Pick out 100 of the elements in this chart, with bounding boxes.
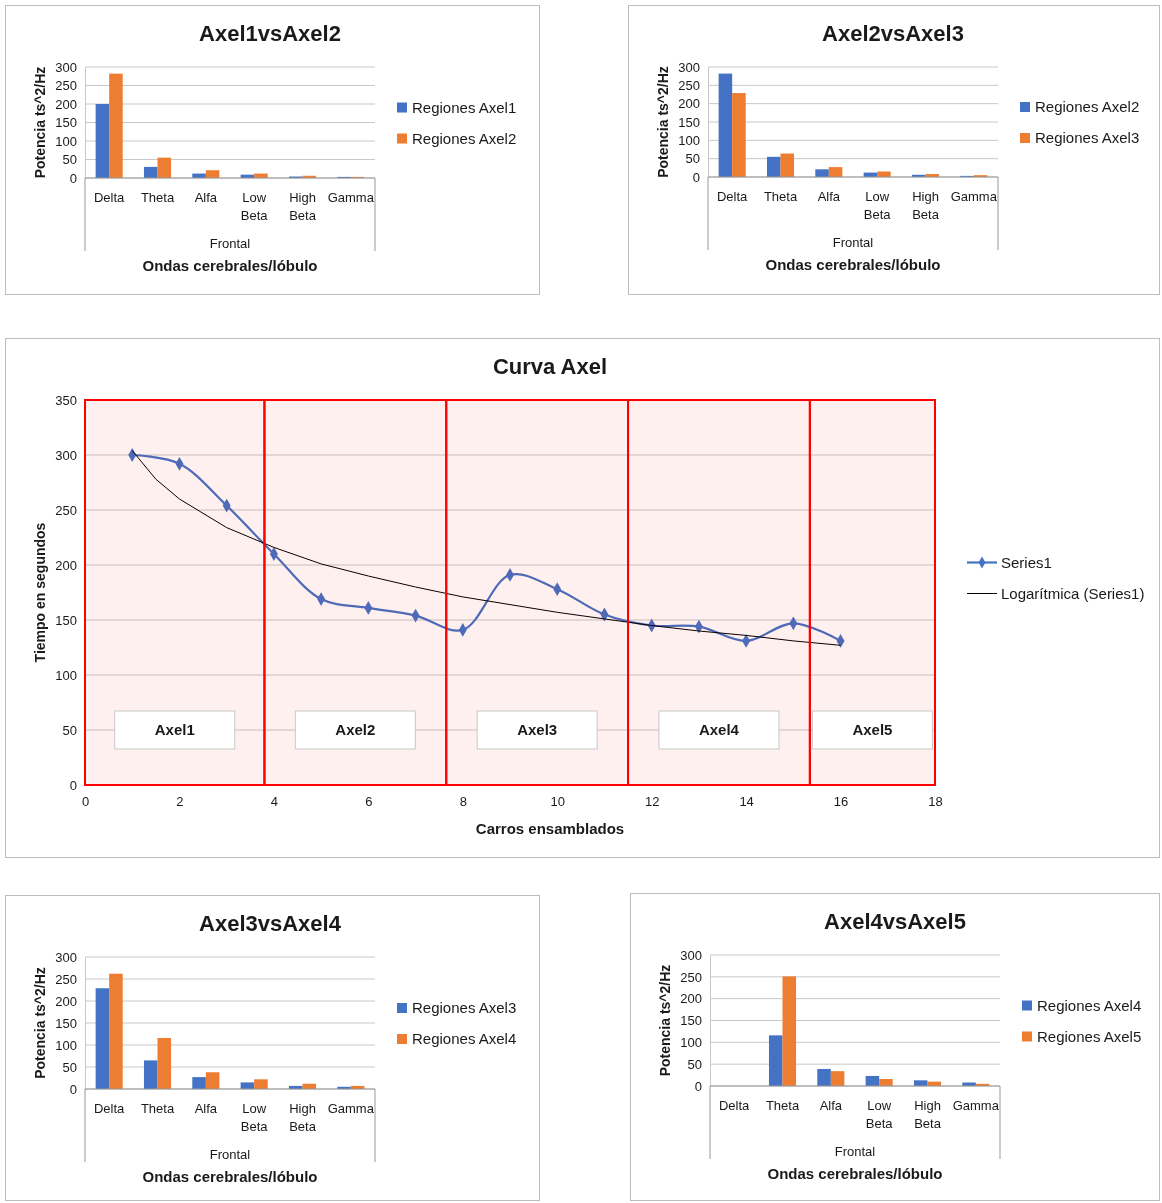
x-axis-title: Ondas cerebrales/lóbulo [142,1168,318,1185]
x-tick-label: 18 [928,794,943,810]
x-tick-label: Alfa [819,1098,843,1113]
band-label: Axel1 [154,721,195,738]
band-label: Axel5 [852,721,893,738]
x-tick-label: Delta [716,189,749,204]
x-tick-label: 8 [459,794,467,810]
y-tick-label: 300 [678,59,700,75]
text: Frontal [832,235,874,250]
y-tick-label: 150 [55,1015,77,1031]
text: Frontal [209,236,251,251]
legend-label: Regiones Axel4 [1037,996,1142,1014]
y-tick-label: 250 [680,969,702,985]
x-tick-label: Delta [93,190,126,205]
x-tick-label: Gamma [327,190,375,205]
y-tick-label: 50 [685,151,700,167]
legend-label: Regiones Axel5 [1037,1027,1142,1045]
y-tick-label: 300 [55,949,77,965]
y-tick-label: 100 [55,667,77,683]
y-tick-label: 150 [55,115,77,131]
y-tick-label: 200 [680,991,702,1007]
y-tick-label: 150 [55,612,77,628]
x-tick-label: Low Beta [865,1098,894,1131]
x-tick-label: Alfa [194,1101,218,1116]
y-tick-label: 0 [694,1078,702,1094]
y-tick-label: 200 [678,96,700,112]
x-tick-label: Delta [718,1098,751,1113]
y-tick-label: 250 [678,77,700,93]
band-label: Axel2 [335,721,376,738]
x-tick-label: Theta [140,1101,175,1116]
legend-label: Series1 [1001,553,1052,571]
x-axis-title: Ondas cerebrales/lóbulo [767,1165,943,1182]
x-axis-title: Ondas cerebrales/lóbulo [765,256,941,273]
legend-label: Regiones Axel3 [1035,129,1140,146]
x-tick-label: Gamma [327,1101,375,1116]
y-tick-label: 250 [55,971,77,987]
x-tick-label: 4 [270,794,279,810]
legend-label: Regiones Axel3 [412,999,517,1016]
y-tick-label: 0 [69,777,77,793]
chart-title: Axel2vsAxel3 [822,21,964,46]
x-tick-label: 12 [644,794,660,810]
x-tick-label: High Beta [289,1101,317,1134]
x-tick-label: High Beta [289,190,317,223]
band-label: Axel3 [517,721,558,738]
x-tick-label: 0 [81,794,90,810]
x-tick-label: Low Beta [240,190,269,223]
y-tick-label: 0 [692,169,700,185]
x-tick-label: Low Beta [240,1101,269,1134]
x-tick-label: High Beta [914,1098,942,1131]
y-axis-title: Tiempo en segundos [32,522,48,663]
y-tick-label: 50 [62,722,77,738]
y-tick-label: 350 [55,392,77,408]
y-tick-label: 300 [680,947,702,963]
x-tick-label: Theta [140,190,175,205]
legend-label: Regiones Axel1 [412,98,517,116]
y-tick-label: 300 [55,59,77,75]
chart-title: Curva Axel [492,354,608,379]
y-tick-label: 200 [55,557,77,573]
chart-title: Axel3vsAxel4 [199,911,342,936]
x-tick-label: 6 [365,794,373,810]
y-tick-label: 100 [680,1034,702,1050]
x-tick-label: Low Beta [863,189,892,222]
y-tick-label: 50 [62,1059,77,1075]
chart-title: Axel1vsAxel2 [199,21,341,46]
x-tick-label: Gamma [952,1098,1000,1113]
text: Frontal [209,1147,251,1162]
y-tick-label: 100 [55,133,77,149]
y-tick-label: 100 [55,1037,77,1053]
y-axis-title: Potencia ts^2/Hz [32,66,48,179]
y-axis-title: Potencia ts^2/Hz [657,964,673,1077]
y-axis-title: Potencia ts^2/Hz [32,967,48,1079]
x-tick-label: Alfa [817,189,841,204]
legend-label: Regiones Axel2 [1035,98,1140,115]
band-label: Axel4 [698,721,740,738]
chart-title: Axel4vsAxel5 [824,909,966,934]
y-tick-label: 50 [62,152,77,168]
x-tick-label: 2 [176,794,184,810]
legend-label: Regiones Axel4 [412,1030,517,1047]
legend-label: Logarítmica (Series1) [1001,584,1145,602]
x-tick-label: High Beta [912,189,940,222]
y-tick-label: 250 [55,502,77,518]
x-tick-label: 14 [739,794,754,810]
y-tick-label: 300 [55,447,77,463]
x-tick-label: Alfa [194,190,218,205]
y-tick-label: 100 [678,132,700,148]
y-tick-label: 200 [55,993,77,1009]
y-tick-label: 250 [55,78,77,94]
y-tick-label: 50 [687,1056,702,1072]
x-tick-label: 16 [833,794,849,810]
y-tick-label: 0 [69,1081,77,1097]
x-axis-title: Carros ensamblados [475,820,625,837]
x-tick-label: 10 [550,794,565,810]
y-tick-label: 200 [55,96,77,112]
y-axis-title: Potencia ts^2/Hz [655,66,671,178]
x-tick-label: Theta [765,1098,800,1113]
x-axis-title: Ondas cerebrales/lóbulo [142,257,318,274]
x-tick-label: Delta [93,1101,126,1116]
legend-label: Regiones Axel2 [412,129,517,147]
y-tick-label: 150 [678,114,700,130]
y-tick-label: 150 [680,1013,702,1029]
